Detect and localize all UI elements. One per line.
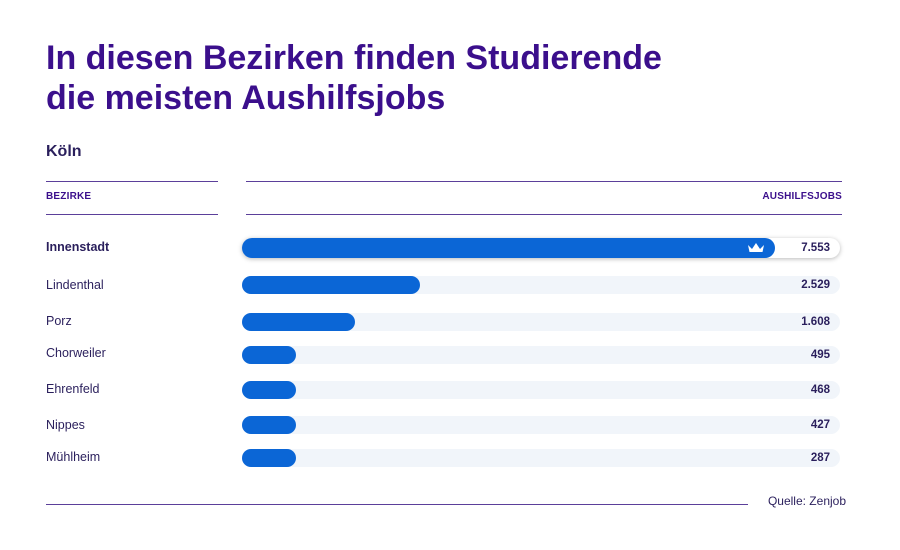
category-label: Mühlheim (46, 450, 101, 464)
category-label: Lindenthal (46, 278, 104, 292)
category-label: Nippes (46, 418, 85, 432)
category-label: Porz (46, 314, 72, 328)
bar-track: 468 (242, 381, 840, 399)
bar-track: 427 (242, 416, 840, 434)
bar-track: 495 (242, 346, 840, 364)
value-label: 2.529 (801, 279, 830, 291)
value-label: 427 (810, 419, 830, 431)
divider-left-bottom (46, 214, 218, 215)
category-label: Innenstadt (46, 240, 110, 254)
bar-track: 287 (242, 449, 840, 467)
category-label: Chorweiler (46, 346, 106, 360)
value-label: 1.608 (801, 316, 830, 328)
bar-track: 2.529 (242, 276, 840, 294)
chart-subtitle: Köln (46, 143, 82, 160)
divider-left-top (46, 181, 218, 182)
column-header-aushilfsjobs: AUSHILFSJOBS (762, 191, 842, 202)
value-label: 495 (810, 349, 830, 361)
crown-icon (748, 243, 764, 252)
bar-track: 7.553 (242, 238, 840, 258)
value-label: 468 (810, 384, 830, 396)
bar (242, 416, 296, 434)
value-label: 7.553 (801, 242, 830, 254)
divider-right-bottom (246, 214, 842, 215)
bar-track: 1.608 (242, 313, 840, 331)
chart-title: In diesen Bezirken finden Studierende di… (46, 38, 866, 118)
title-line-2: die meisten Aushilfsjobs (46, 79, 446, 117)
value-label: 287 (810, 452, 830, 464)
bar (242, 346, 296, 364)
bar (242, 276, 420, 294)
bar (242, 313, 355, 331)
category-label: Ehrenfeld (46, 382, 100, 396)
source-note: Quelle: Zenjob (767, 494, 846, 508)
bar (242, 381, 296, 399)
divider-right-top (246, 181, 842, 182)
divider-footer (46, 504, 748, 505)
column-header-bezirke: BEZIRKE (46, 191, 92, 202)
title-line-1: In diesen Bezirken finden Studierende (46, 39, 662, 77)
bar (242, 449, 296, 467)
bar (242, 238, 775, 258)
